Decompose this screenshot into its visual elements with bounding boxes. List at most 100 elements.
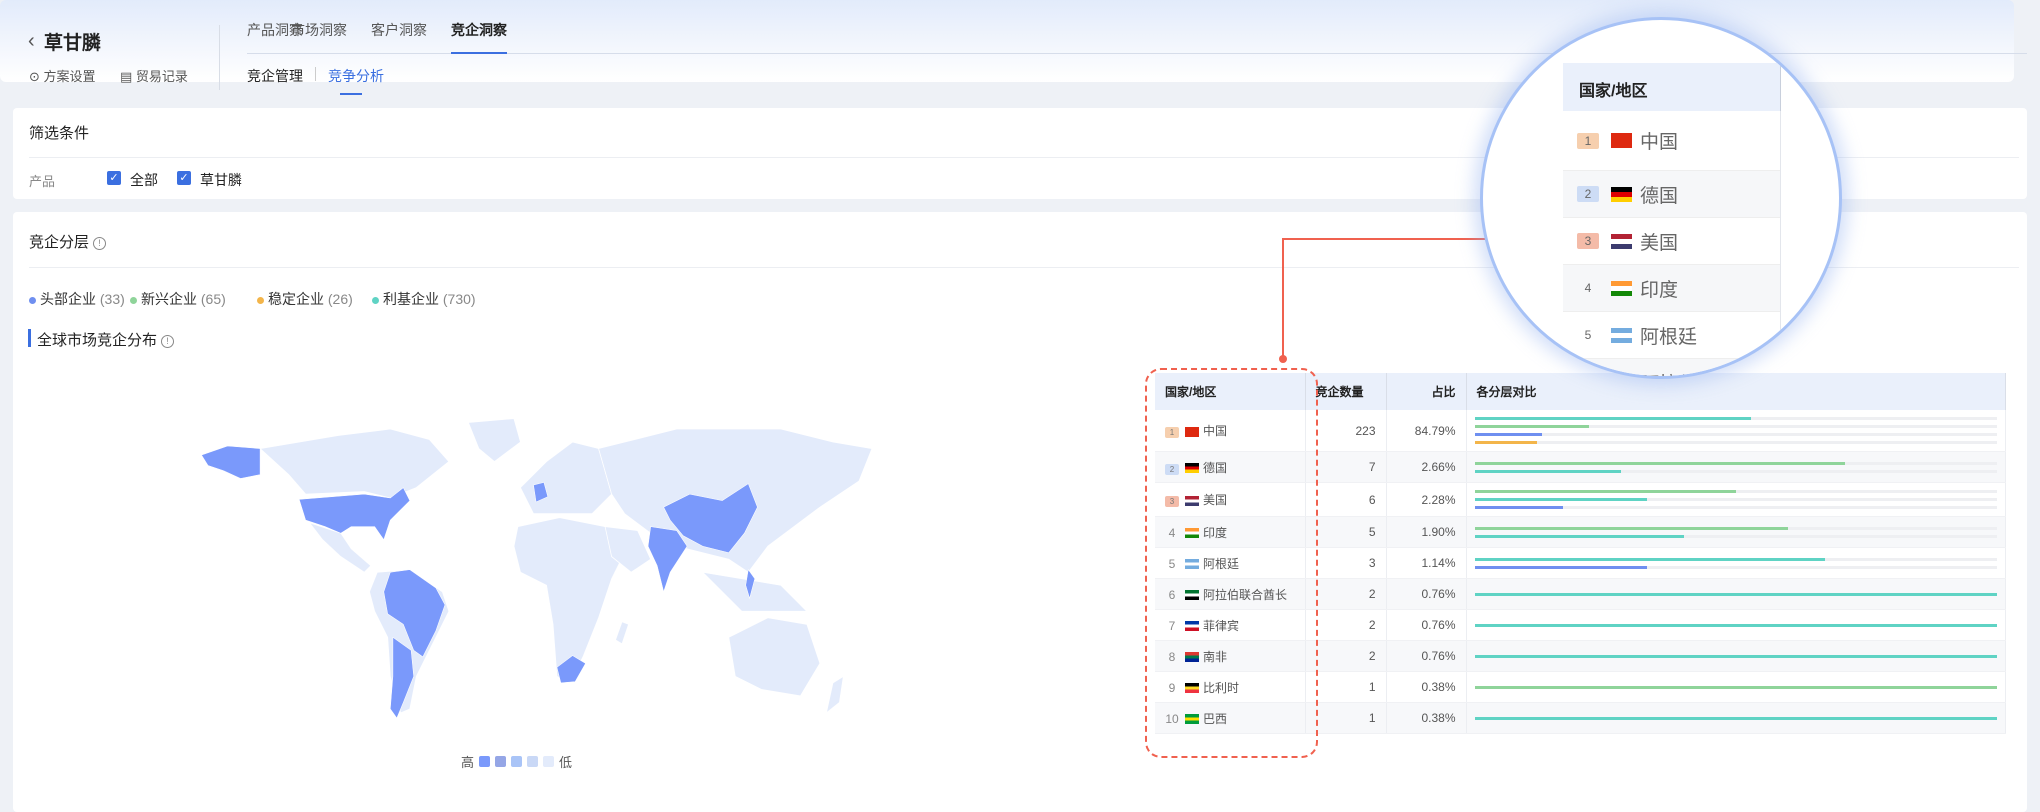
region-south-africa[interactable]	[556, 655, 586, 684]
rank-number: 7	[1168, 618, 1176, 633]
rank-badge-icon: 2	[1577, 186, 1599, 202]
subtab-competition-analysis[interactable]: 竞争分析	[328, 68, 384, 84]
region-australia[interactable]	[728, 617, 821, 697]
tier-bar-track	[1474, 417, 1997, 420]
target-icon: ⊙	[29, 69, 40, 84]
trade-records-link[interactable]: ▤ 贸易记录	[120, 66, 188, 85]
region-india[interactable]	[647, 526, 688, 593]
table-row[interactable]: 9 比利时 1 0.38%	[1155, 671, 2006, 703]
scale-swatch[interactable]	[527, 756, 539, 767]
tier-bar	[1474, 592, 1997, 596]
info-icon[interactable]: !	[93, 236, 107, 250]
table-row[interactable]: 7 菲律宾 2 0.76%	[1155, 609, 2006, 641]
tab-customer-insight[interactable]: 客户洞察	[371, 22, 427, 38]
region-canada[interactable]	[259, 428, 450, 499]
country-name: 菲律宾	[1203, 618, 1240, 633]
cell-share: 1.14%	[1386, 547, 1467, 579]
table-row[interactable]: 3 美国 6 2.28%	[1155, 482, 2006, 517]
cell-share: 0.38%	[1386, 671, 1467, 703]
cell-tier-bars	[1466, 482, 2006, 517]
region-southeast-asia[interactable]	[701, 571, 808, 612]
tier-bar	[1474, 469, 1621, 473]
cell-tier-bars	[1466, 640, 2006, 672]
back-chevron-icon[interactable]: ‹	[28, 30, 35, 52]
flag-icon	[1185, 590, 1199, 601]
cell-tier-bars	[1466, 609, 2006, 641]
scheme-settings-link[interactable]: ⊙ 方案设置	[29, 66, 96, 85]
tier-bar-track	[1474, 557, 1997, 561]
region-alaska[interactable]	[201, 445, 261, 479]
tier-bar-track	[1474, 490, 1997, 493]
cell-share: 1.90%	[1386, 516, 1467, 548]
cell-share: 0.76%	[1386, 578, 1467, 610]
rank-badge-icon: 1	[1165, 427, 1179, 438]
tier-bar-track	[1474, 506, 1997, 509]
tab-competitor-insight[interactable]: 竞企洞察	[451, 22, 507, 38]
info-icon[interactable]: !	[161, 334, 175, 348]
legend-stable[interactable]: 稳定企业 (26)	[257, 289, 353, 309]
region-middle-east[interactable]	[604, 526, 652, 573]
checkbox-glyphosate[interactable]: ✓	[177, 171, 191, 185]
region-brazil[interactable]	[383, 569, 446, 658]
table-row[interactable]: 6 阿拉伯联合酋长 2 0.76%	[1155, 578, 2006, 610]
table-row[interactable]: 5 阿根廷 3 1.14%	[1155, 547, 2006, 579]
region-philippines[interactable]	[745, 568, 756, 600]
cell-tier-bars	[1466, 516, 2006, 548]
tab-product-insight[interactable]: 产品洞察	[247, 22, 303, 38]
legend-head[interactable]: 头部企业 (33)	[29, 289, 125, 309]
header-country[interactable]: 国家/地区	[1155, 373, 1306, 410]
table-row[interactable]: 1 中国 223 84.79%	[1155, 410, 2006, 452]
map-scale-legend: 高 低	[461, 752, 572, 771]
country-name: 美国	[1203, 493, 1228, 507]
region-china[interactable]	[663, 483, 758, 554]
cell-share: 0.76%	[1386, 640, 1467, 672]
country-table: 国家/地区 竞企数量 占比 各分层对比 1 中国 223 84.79% 2 德国 7…	[1155, 373, 2006, 734]
cell-share: 2.66%	[1386, 451, 1467, 483]
scale-swatch[interactable]	[479, 756, 491, 767]
cell-count: 6	[1305, 482, 1387, 517]
header-share[interactable]: 占比	[1386, 373, 1467, 410]
country-name: 比利时	[1203, 680, 1240, 695]
cell-country: 5 阿根廷	[1155, 547, 1306, 579]
cell-country: 10 巴西	[1155, 702, 1306, 734]
product-label: 产品	[29, 174, 56, 189]
region-germany[interactable]	[533, 482, 549, 503]
scale-swatch[interactable]	[543, 756, 555, 767]
active-tab-indicator	[451, 52, 507, 54]
checkbox-all[interactable]: ✓	[107, 171, 121, 185]
table-row[interactable]: 2 德国 7 2.66%	[1155, 451, 2006, 483]
country-name: 阿根廷	[1203, 556, 1240, 571]
scale-swatch[interactable]	[495, 756, 507, 767]
region-europe[interactable]	[519, 441, 613, 515]
rank-number: 4	[1168, 525, 1176, 540]
filter-title: 筛选条件	[29, 125, 90, 142]
country-name: 印度	[1640, 279, 1679, 301]
region-usa[interactable]	[298, 487, 411, 541]
tab-market-insight[interactable]: 市场洞察	[291, 22, 347, 38]
table-row[interactable]: 4 印度 5 1.90%	[1155, 516, 2006, 548]
divider	[29, 267, 2019, 268]
tier-bar	[1474, 654, 1997, 658]
subtab-competitor-management[interactable]: 竞企管理	[247, 68, 303, 84]
magnified-row: 5 阿根廷	[1563, 312, 1781, 359]
region-madagascar[interactable]	[615, 621, 630, 645]
legend-dot	[257, 296, 264, 304]
region-argentina[interactable]	[390, 636, 414, 719]
header-count[interactable]: 竞企数量	[1305, 373, 1387, 410]
flag-icon	[1185, 683, 1199, 694]
tier-bar	[1474, 623, 1997, 627]
table-header: 国家/地区 竞企数量 占比 各分层对比	[1155, 373, 2006, 410]
flag-icon	[1185, 463, 1199, 474]
scale-swatch[interactable]	[511, 756, 523, 767]
legend-high-label: 高	[461, 755, 475, 770]
table-row[interactable]: 8 南非 2 0.76%	[1155, 640, 2006, 672]
rank-number: 8	[1168, 649, 1176, 664]
flag-icon	[1185, 559, 1199, 570]
region-new-zealand[interactable]	[825, 675, 844, 714]
region-central-america[interactable]	[308, 521, 372, 573]
table-row[interactable]: 10 巴西 1 0.38%	[1155, 702, 2006, 734]
legend-niche[interactable]: 利基企业 (730)	[372, 289, 476, 309]
legend-emerging[interactable]: 新兴企业 (65)	[130, 289, 226, 309]
tier-bar	[1474, 441, 1538, 444]
region-greenland[interactable]	[467, 418, 521, 463]
